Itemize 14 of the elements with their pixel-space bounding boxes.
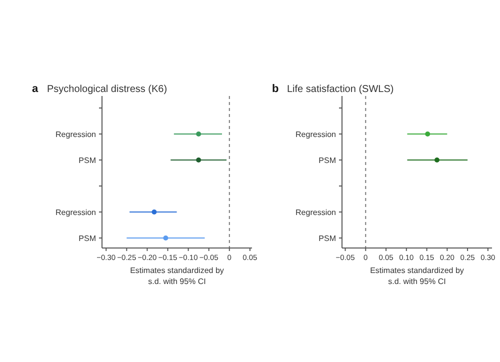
y-tick-label: PSM: [78, 156, 96, 165]
y-tick-label: Regression: [56, 208, 96, 217]
chart-title: Life satisfaction (SWLS): [287, 84, 394, 95]
y-tick-label: Regression: [296, 130, 336, 139]
text: b: [272, 83, 279, 95]
y-tick-label: Regression: [56, 130, 96, 139]
y-tick-label: Regression: [296, 208, 336, 217]
y-tick-label: PSM: [78, 234, 96, 243]
chart-title: Psychological distress (K6): [47, 84, 168, 95]
text: a: [32, 83, 39, 95]
x-axis-title: Estimates standardized by s.d. with 95% CI: [370, 266, 464, 286]
x-axis-title: Estimates standardized by s.d. with 95% CI: [130, 266, 224, 286]
y-tick-label: PSM: [318, 234, 336, 243]
y-tick-label: PSM: [318, 156, 336, 165]
